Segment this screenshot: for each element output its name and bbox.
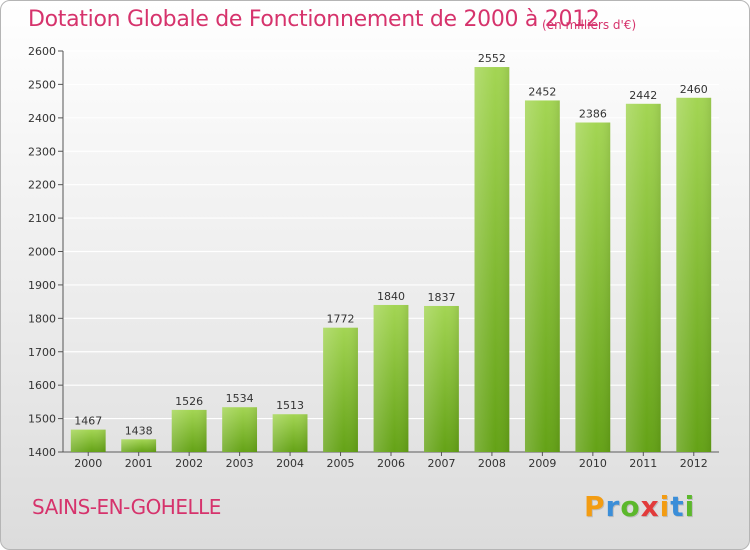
value-label: 1840	[377, 290, 405, 303]
bar-shade	[121, 439, 157, 452]
bar-shade	[222, 407, 258, 452]
logo-letter: x	[640, 490, 660, 523]
bar-shade	[676, 97, 712, 453]
y-tick-label: 2000	[28, 246, 56, 259]
logo-letter: i	[684, 490, 696, 523]
bar-shade	[625, 103, 661, 452]
y-tick-label: 2300	[28, 145, 56, 158]
x-tick-label: 2002	[175, 457, 203, 470]
y-tick-label: 2200	[28, 179, 56, 192]
value-label: 2452	[528, 85, 556, 98]
bar-shade	[524, 100, 560, 452]
bar-shade	[70, 429, 106, 452]
logo-letter: P	[584, 490, 606, 523]
x-tick-label: 2005	[327, 457, 355, 470]
y-tick-label: 1600	[28, 379, 56, 392]
x-tick-label: 2000	[74, 457, 102, 470]
logo-letter: o	[620, 490, 641, 523]
chart-title: Dotation Globale de Fonctionnement de 20…	[28, 7, 600, 32]
chart-subtitle: (en milliers d'€)	[542, 18, 637, 32]
y-tick-label: 1900	[28, 279, 56, 292]
commune-name: SAINS-EN-GOHELLE	[32, 495, 221, 519]
value-label: 2460	[680, 83, 708, 96]
value-label: 1438	[125, 424, 153, 437]
x-tick-label: 2011	[629, 457, 657, 470]
x-tick-label: 2006	[377, 457, 405, 470]
bar-shade	[373, 304, 409, 452]
x-tick-label: 2004	[276, 457, 304, 470]
logo-letter: t	[670, 490, 685, 523]
value-label: 1526	[175, 395, 203, 408]
x-tick-label: 2012	[680, 457, 708, 470]
x-tick-label: 2003	[226, 457, 254, 470]
y-tick-label: 1800	[28, 312, 56, 325]
y-tick-label: 1700	[28, 346, 56, 359]
bar-shade	[424, 305, 459, 452]
bar-shade	[575, 122, 611, 453]
bar-shade	[272, 414, 308, 452]
value-label: 1513	[276, 399, 304, 412]
x-tick-label: 2007	[427, 457, 455, 470]
x-tick-label: 2001	[125, 457, 153, 470]
y-tick-label: 1400	[28, 446, 56, 459]
value-label: 2442	[629, 89, 657, 102]
logo-letter: r	[605, 490, 621, 523]
value-label: 2552	[478, 52, 506, 65]
y-tick-label: 2600	[28, 45, 56, 58]
bar-shade	[474, 67, 510, 452]
value-label: 1837	[427, 291, 455, 304]
y-tick-label: 1500	[28, 413, 56, 426]
y-tick-label: 2500	[28, 78, 56, 91]
y-tick-label: 2100	[28, 212, 56, 225]
value-label: 1467	[74, 415, 102, 428]
proxiti-logo: Proxiti	[584, 490, 695, 523]
logo-letter: i	[659, 490, 671, 523]
x-tick-label: 2010	[579, 457, 607, 470]
value-label: 1534	[226, 392, 254, 405]
bar-shade	[171, 409, 207, 452]
value-label: 2386	[579, 108, 607, 121]
y-tick-label: 2400	[28, 112, 56, 125]
value-label: 1772	[327, 313, 355, 326]
bar-shade	[323, 327, 358, 452]
x-tick-label: 2008	[478, 457, 506, 470]
x-tick-label: 2009	[528, 457, 556, 470]
